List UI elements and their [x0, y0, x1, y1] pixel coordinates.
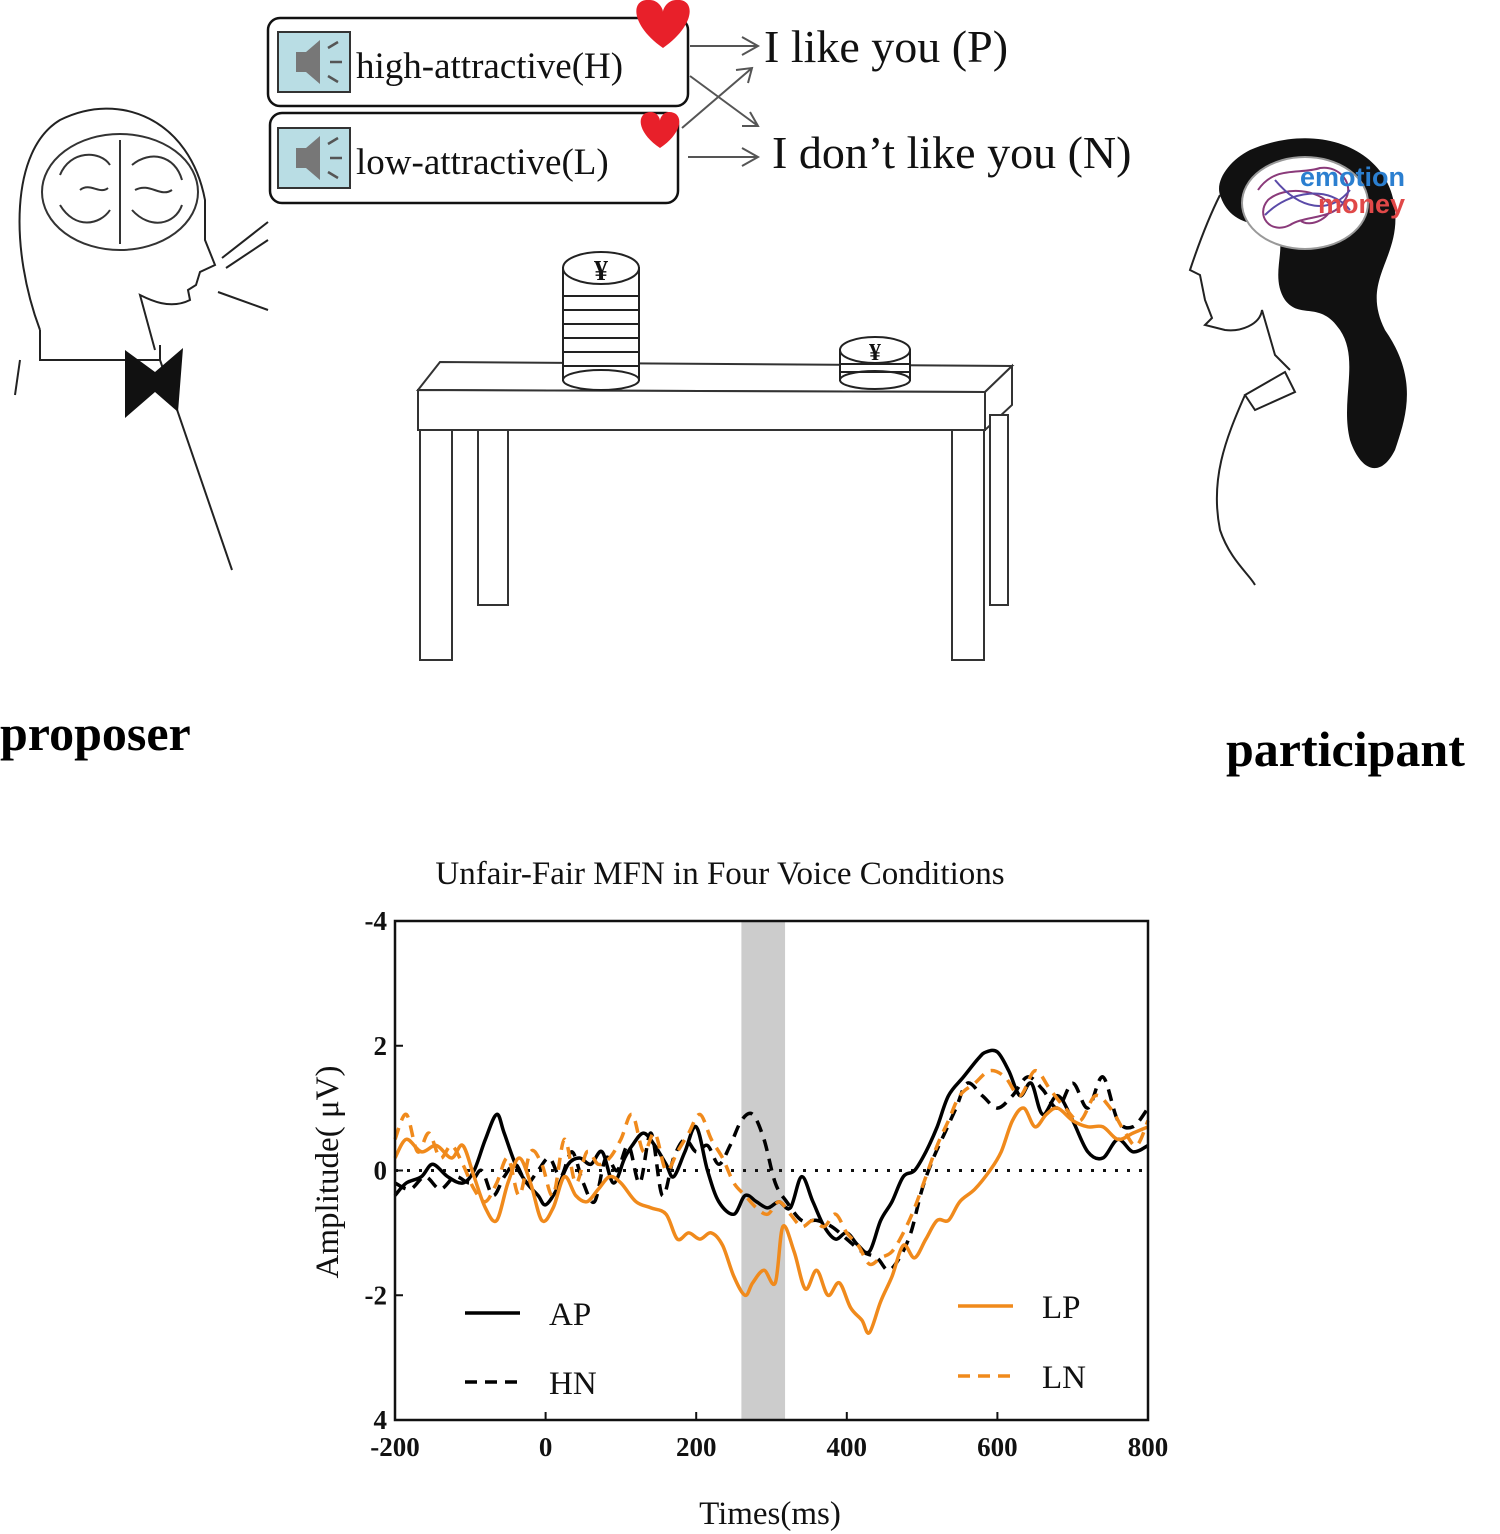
- y-tick-label: 0: [374, 1156, 388, 1186]
- bow-tie-icon: [125, 348, 183, 418]
- voice-high-label: high-attractive(H): [356, 46, 623, 87]
- series-line-HN: [394, 1075, 1150, 1273]
- x-tick-label: 200: [676, 1432, 717, 1462]
- label-proposer: proposer: [0, 705, 191, 761]
- voice-box-low: low-attractive(L): [268, 111, 680, 205]
- legend-label-LP: LP: [1042, 1290, 1081, 1326]
- arrows: [681, 36, 761, 167]
- brain-word-emotion: emotion: [1300, 162, 1405, 192]
- x-tick-label: 0: [539, 1432, 553, 1462]
- y-tick-label: 2: [374, 1031, 388, 1061]
- x-tick-label: 400: [827, 1432, 868, 1462]
- legend-label-HN: HN: [549, 1366, 597, 1402]
- voice-box-high: high-attractive(H): [266, 16, 690, 108]
- heart-icon: [636, 0, 690, 48]
- yen-icon: ¥: [869, 340, 881, 366]
- outcome-negative: I don’t like you (N): [772, 127, 1131, 178]
- x-tick-label: -200: [370, 1432, 420, 1462]
- outcome-positive: I like you (P): [764, 21, 1008, 72]
- yen-icon: ¥: [594, 256, 608, 287]
- brain-word-money: money: [1318, 189, 1405, 219]
- table: [415, 360, 1015, 661]
- ticks-layer: -200 0 200 400 600 800 -4 2 0 -2 4: [365, 906, 1169, 1462]
- x-axis-label: Times(ms): [699, 1496, 841, 1532]
- participant-brain-icon: emotion money: [1241, 156, 1405, 250]
- x-tick-label: 600: [977, 1432, 1018, 1462]
- speaker-icon: [296, 136, 342, 180]
- label-participant: participant: [1226, 721, 1465, 777]
- chart-title: Unfair-Fair MFN in Four Voice Conditions: [435, 856, 1004, 892]
- speaker-icon: [296, 40, 342, 84]
- coin-stack-large: ¥: [562, 251, 640, 391]
- y-axis-label: Amplitude( μV): [310, 1066, 346, 1279]
- y-tick-label: 4: [374, 1405, 388, 1435]
- erp-chart: Unfair-Fair MFN in Four Voice Conditions…: [310, 856, 1168, 1532]
- highlight-window: [741, 921, 786, 1420]
- heart-icon: [640, 112, 680, 148]
- series-line-LN: [393, 1068, 1150, 1267]
- y-tick-label: -2: [365, 1280, 388, 1310]
- proposer-brain-icon: [41, 133, 199, 251]
- coin-stack-small: ¥: [839, 336, 911, 390]
- legend-label-AP: AP: [549, 1297, 591, 1333]
- legend-label-LN: LN: [1042, 1360, 1086, 1396]
- voice-low-label: low-attractive(L): [356, 142, 609, 183]
- series-layer: [393, 1048, 1150, 1335]
- legend: AP HN LP LN: [465, 1290, 1086, 1402]
- proposer-figure: [14, 107, 269, 571]
- y-tick-label: -4: [365, 906, 388, 936]
- x-tick-label: 800: [1128, 1432, 1169, 1462]
